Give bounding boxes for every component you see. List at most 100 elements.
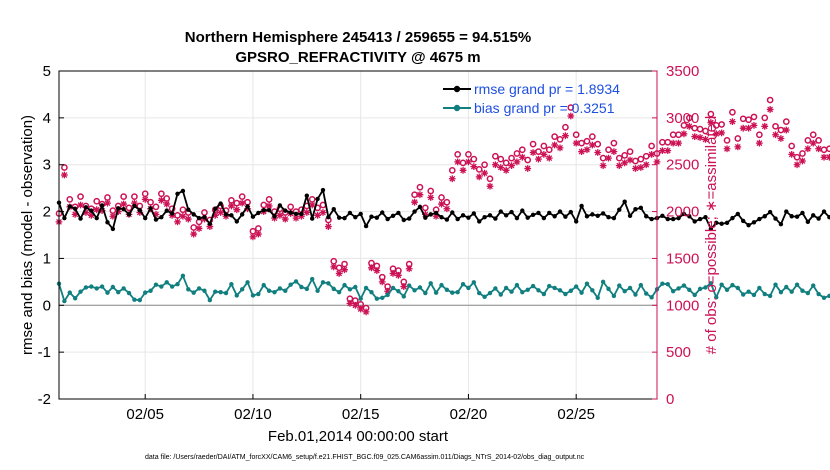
obs-possible-point: [508, 154, 515, 162]
obs-assimilated-point: [465, 158, 472, 166]
obs-possible-point: [341, 260, 348, 268]
obs-possible-point: [147, 198, 154, 206]
obs-possible-point: [421, 204, 429, 212]
rmse-point: [477, 219, 482, 224]
rmse-point: [525, 215, 530, 220]
obs-assimilated-point: [664, 147, 672, 155]
rmse-point: [811, 213, 816, 218]
rmse-point: [62, 215, 67, 221]
bias-point: [525, 287, 530, 293]
rmse-point: [83, 205, 89, 210]
obs-assimilated-point: [292, 214, 300, 222]
y2-tick-label: 500: [666, 344, 691, 361]
rmse-point: [547, 210, 552, 216]
obs-assimilated-point: [249, 233, 257, 241]
bias-point: [229, 282, 234, 287]
rmse-point: [283, 208, 288, 213]
bias-point: [482, 294, 487, 300]
y-axis-label: rmse and bias (model - observation): [19, 115, 36, 355]
rmse-point: [450, 210, 455, 215]
rmse-point: [126, 212, 132, 217]
y-tick-label: 4: [43, 110, 51, 127]
obs-assimilated-point: [486, 182, 494, 190]
obs-possible-point: [233, 199, 241, 207]
rmse-point: [110, 226, 116, 232]
obs-assimilated-point: [675, 139, 682, 147]
x-tick-label: 02/25: [557, 406, 595, 423]
obs-assimilated-point: [357, 305, 365, 313]
y2-tick-label: 2500: [666, 157, 699, 174]
obs-possible-point: [254, 225, 262, 232]
bias-point: [353, 284, 358, 290]
rmse-point: [72, 206, 78, 211]
rmse-point: [498, 209, 503, 214]
obs-assimilated-point: [131, 199, 138, 207]
obs-possible-point: [125, 204, 133, 212]
obs-possible-point: [497, 155, 505, 163]
obs-possible-point: [416, 183, 424, 191]
obs-assimilated-point: [238, 199, 246, 207]
bias-point: [633, 292, 638, 297]
bias-point: [202, 288, 207, 293]
bias-point: [757, 285, 762, 291]
bias-point: [471, 280, 477, 285]
obs-possible-point: [475, 166, 483, 173]
obs-assimilated-point: [685, 122, 693, 130]
obs-possible-point: [659, 138, 666, 146]
bias-point: [816, 291, 821, 297]
obs-assimilated-point: [632, 165, 639, 172]
rmse-point: [304, 193, 310, 198]
obs-assimilated-point: [405, 265, 413, 273]
obs-possible-point: [572, 131, 580, 139]
obs-possible-point: [513, 150, 521, 157]
obs-possible-point: [820, 146, 828, 154]
bias-point: [638, 282, 644, 288]
bias-point: [455, 289, 460, 295]
rmse-point: [563, 214, 568, 219]
rmse-point: [816, 216, 821, 221]
bias-point: [62, 298, 67, 304]
bias-point: [261, 282, 266, 288]
bias-point: [552, 285, 557, 291]
bias-point: [595, 295, 600, 300]
bias-point: [213, 289, 218, 294]
bias-point: [665, 282, 670, 287]
obs-possible-point: [524, 156, 532, 164]
obs-possible-point: [265, 196, 273, 203]
obs-possible-point: [238, 193, 246, 200]
obs-possible-point: [632, 157, 639, 165]
obs-assimilated-point: [432, 212, 440, 220]
obs-assimilated-point: [691, 133, 699, 140]
obs-possible-point: [502, 159, 510, 167]
obs-assimilated-point: [395, 271, 402, 279]
rmse-point: [805, 219, 811, 225]
rmse-point: [789, 214, 794, 219]
obs-possible-point: [707, 110, 715, 118]
obs-assimilated-point: [782, 126, 790, 134]
bias-point: [67, 290, 72, 295]
obs-assimilated-point: [184, 215, 192, 223]
obs-possible-point: [669, 131, 677, 139]
obs-possible-point: [756, 131, 763, 139]
rmse-point: [687, 214, 692, 219]
rmse-point: [503, 213, 509, 218]
obs-assimilated-point: [594, 149, 602, 156]
obs-possible-point: [723, 136, 731, 144]
obs-assimilated-point: [157, 196, 165, 204]
bias-point: [568, 288, 574, 293]
rmse-point: [746, 222, 751, 228]
rmse-point: [186, 207, 191, 212]
rmse-point: [762, 214, 767, 219]
rmse-point: [196, 215, 202, 221]
rmse-point: [353, 214, 358, 220]
bias-point: [250, 293, 256, 298]
x-tick-label: 02/10: [234, 406, 272, 423]
obs-possible-point: [335, 264, 343, 272]
bias-point: [498, 292, 503, 297]
rmse-point: [277, 203, 283, 208]
bias-point: [137, 297, 143, 303]
rmse-point: [821, 209, 827, 214]
obs-assimilated-point: [605, 154, 612, 162]
obs-possible-point: [529, 140, 537, 148]
bias-point: [132, 297, 137, 302]
